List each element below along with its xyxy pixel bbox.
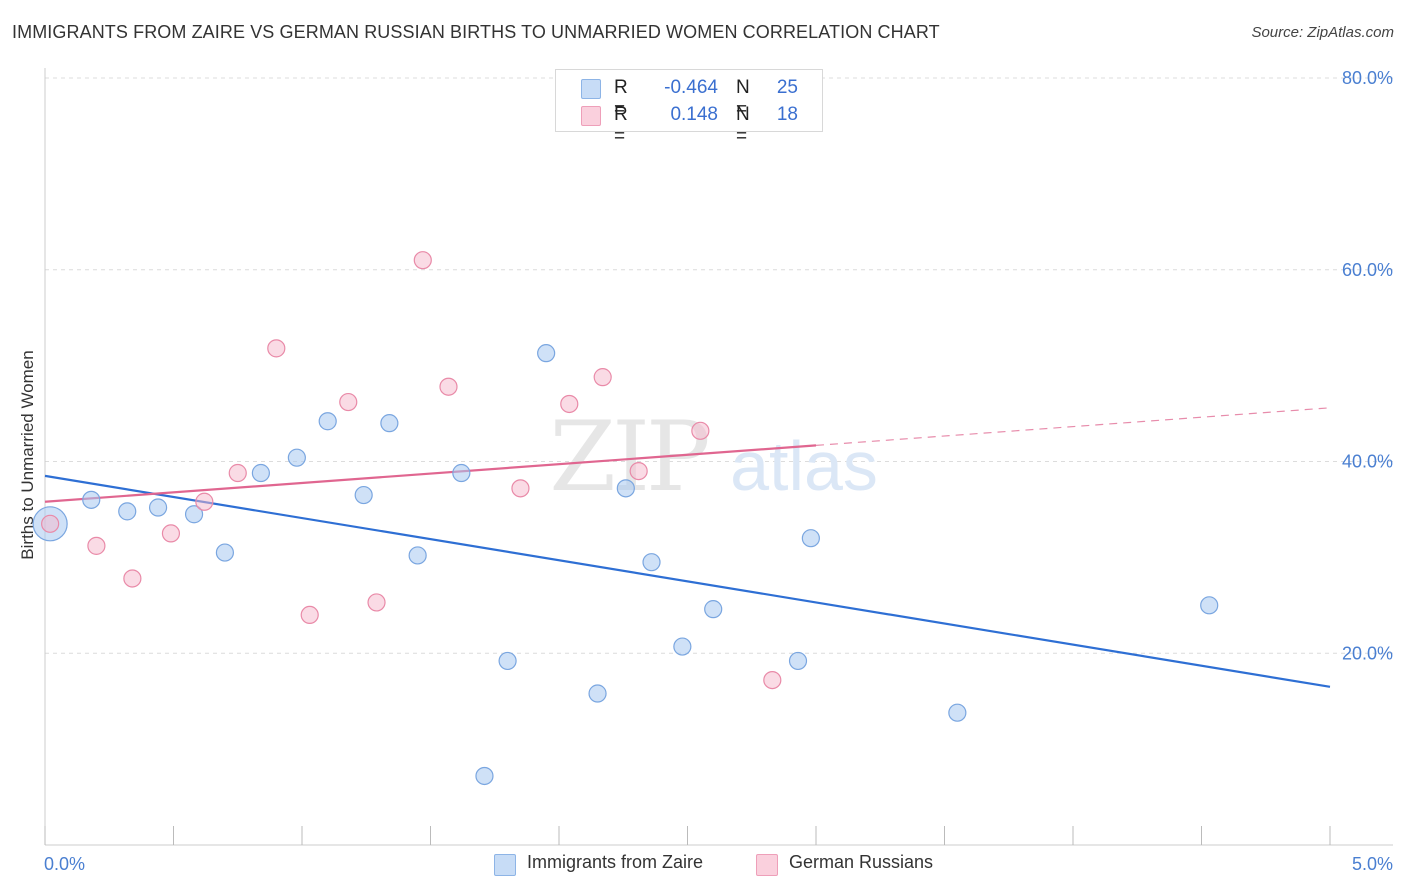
series-swatch-german-russians [756, 854, 778, 876]
point-german-russians [87, 536, 106, 555]
point-german-russians [300, 605, 319, 625]
point-german-russians [41, 514, 60, 533]
y-tick-label: 40.0% [1342, 452, 1393, 472]
watermark: ZIP atlas [549, 401, 878, 513]
point-zaire [380, 414, 399, 433]
legend-r-value: -0.464 [664, 77, 718, 98]
x-tick-label: 5.0% [1352, 854, 1393, 874]
point-zaire [788, 651, 808, 671]
legend-r-value: 0.148 [670, 104, 718, 125]
point-zaire [498, 651, 517, 671]
data-points [32, 251, 1219, 786]
point-zaire [82, 490, 101, 509]
trend-lines [44, 407, 1331, 688]
point-german-russians [629, 461, 648, 481]
series-label-german-russians: German Russians [789, 852, 934, 872]
point-german-russians [161, 524, 181, 543]
point-german-russians [339, 392, 358, 412]
x-tick-label: 0.0% [44, 854, 85, 874]
legend-r-label: R = [614, 104, 628, 147]
trend-line-extension [815, 407, 1331, 446]
legend-n-value: 18 [776, 104, 798, 125]
watermark-atlas: atlas [730, 427, 878, 505]
point-zaire [616, 479, 635, 498]
legend-n-label: N = [736, 104, 750, 147]
point-german-russians [228, 463, 247, 483]
point-zaire [148, 498, 168, 517]
point-zaire [452, 463, 471, 483]
axes [44, 68, 1393, 846]
trend-line-german-russians [44, 444, 817, 503]
chart-title: IMMIGRANTS FROM ZAIRE VS GERMAN RUSSIAN … [12, 22, 940, 42]
point-german-russians [367, 593, 386, 612]
point-zaire [704, 600, 723, 619]
point-zaire [184, 505, 204, 524]
point-zaire [948, 703, 967, 722]
point-zaire [537, 344, 556, 363]
point-german-russians [511, 479, 530, 498]
point-zaire [251, 463, 270, 483]
series-swatch-zaire [494, 854, 516, 876]
series-label-zaire: Immigrants from Zaire [527, 852, 704, 872]
point-zaire [642, 553, 661, 572]
point-german-russians [763, 670, 782, 690]
point-zaire [318, 412, 337, 431]
y-tick-label: 20.0% [1342, 643, 1393, 663]
tick-labels: 20.0% 40.0% 60.0% 80.0% 0.0% 5.0% [44, 68, 1393, 874]
legend-r-label: R = [614, 77, 628, 120]
point-german-russians [413, 251, 432, 270]
point-german-russians [267, 339, 286, 358]
point-zaire [287, 448, 306, 467]
point-german-russians [123, 569, 142, 588]
point-german-russians [560, 394, 579, 414]
y-tick-label: 60.0% [1342, 260, 1393, 280]
point-zaire [475, 766, 494, 786]
point-zaire [1200, 596, 1219, 615]
point-zaire [215, 543, 234, 562]
correlation-legend: R = -0.464 N = 25 R = 0.148 N = 18 [555, 69, 823, 147]
point-zaire [673, 637, 692, 656]
point-zaire [408, 546, 427, 565]
trend-line-zaire [44, 474, 1331, 688]
point-zaire [588, 684, 607, 703]
point-german-russians [195, 492, 214, 511]
point-german-russians [439, 377, 458, 396]
point-german-russians [593, 368, 612, 387]
chart-source: Source: ZipAtlas.com [1251, 24, 1394, 41]
point-zaire [354, 485, 373, 505]
legend-swatch-german-russians [581, 106, 601, 126]
point-german-russians [691, 421, 710, 440]
point-zaire [801, 529, 820, 548]
legend-swatch-zaire [581, 79, 601, 99]
legend-n-label: N = [736, 77, 750, 120]
y-tick-label: 80.0% [1342, 68, 1393, 88]
gridlines [45, 77, 1393, 654]
legend-n-value: 25 [776, 77, 798, 98]
point-zaire [118, 502, 137, 521]
